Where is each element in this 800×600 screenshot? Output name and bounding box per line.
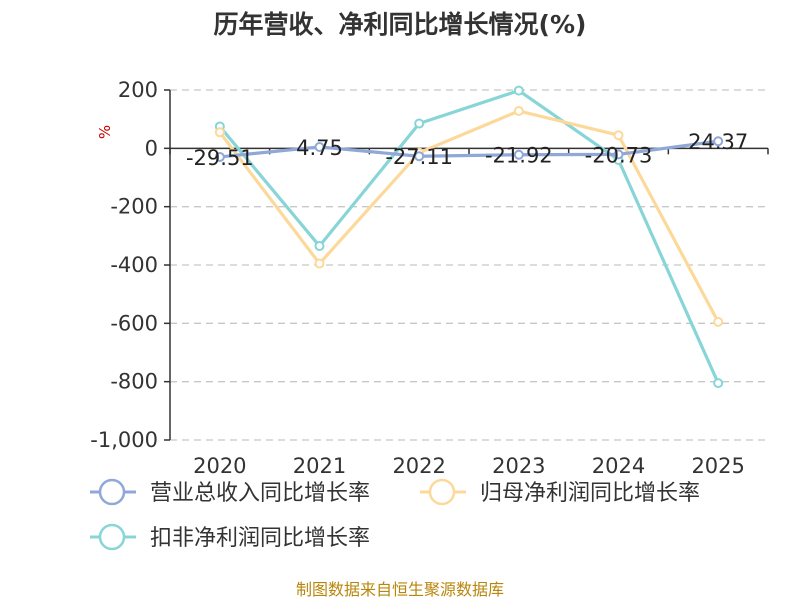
- series-1-point-4: [613, 130, 624, 141]
- series-2-point-2: [414, 118, 425, 129]
- series-0-point-2: [414, 151, 425, 162]
- data-label-1: 4.75: [296, 136, 343, 160]
- series-0-point-0: [214, 151, 225, 162]
- y-unit-label: %: [96, 125, 114, 139]
- x-tick-label-4: 2024: [592, 454, 645, 478]
- series-2-point-3: [513, 85, 524, 96]
- x-tick-label-5: 2025: [691, 454, 744, 478]
- data-label-2: -27.11: [385, 145, 453, 169]
- legend-marker-0: [98, 478, 126, 506]
- legend-label-2: 扣非净利润同比增长率: [150, 526, 370, 551]
- y-tick-label-0: 200: [118, 78, 158, 102]
- x-tick-label-0: 2020: [193, 454, 246, 478]
- legend-marker-1: [428, 478, 456, 506]
- legend-label-0: 营业总收入同比增长率: [150, 481, 370, 506]
- legend-item-2: 扣非净利润同比增长率: [90, 523, 370, 551]
- legend-label-1: 归母净利润同比增长率: [480, 481, 700, 506]
- data-label-4: -20.73: [585, 143, 653, 167]
- y-tick-label-5: -800: [110, 370, 158, 394]
- legend-item-0: 营业总收入同比增长率: [90, 478, 370, 506]
- x-tick-label-2: 2022: [392, 454, 445, 478]
- series-line-0: [219, 139, 719, 159]
- series-line-1: [218, 109, 720, 323]
- data-labels: -29.51 4.75 -27.11 -21.92 -20.73 24.37: [186, 130, 748, 170]
- series-2-point-1: [314, 241, 325, 252]
- axes: 200 0 -200 -400 -600 -800 -1,000 2020 2021 2022 20…: [90, 78, 769, 478]
- y-tick-label-6: -1,000: [90, 428, 158, 452]
- series-1-point-3: [513, 106, 524, 116]
- chart-title: 历年营收、净利同比增长情况(%): [214, 10, 587, 39]
- y-tick-label-1: 0: [145, 136, 158, 160]
- legend-marker-2: [98, 523, 126, 551]
- series-0-point-4: [613, 149, 624, 160]
- data-label-3: -21.92: [485, 144, 553, 168]
- series-1-point-0: [214, 127, 225, 138]
- source-note: 制图数据来自恒生聚源数据库: [296, 580, 504, 599]
- data-label-5: 24.37: [688, 130, 748, 154]
- series-line-2: [218, 88, 720, 384]
- series-1-point-5: [713, 316, 724, 327]
- legend-item-1: 归母净利润同比增长率: [420, 478, 700, 506]
- y-tick-label-2: -200: [110, 195, 158, 219]
- series-2-point-5: [713, 378, 724, 389]
- grid-lines: [170, 89, 768, 441]
- x-tick-label-1: 2021: [293, 454, 346, 478]
- y-tick-label-4: -600: [110, 311, 158, 335]
- x-tick-label-3: 2023: [492, 454, 545, 478]
- series-0-point-3: [513, 149, 524, 160]
- y-tick-label-3: -400: [110, 253, 158, 277]
- series-0-point-1: [314, 141, 325, 152]
- series-1-point-1: [314, 258, 325, 269]
- series-0-point-5: [713, 136, 724, 147]
- data-label-0: -29.51: [186, 146, 254, 170]
- series-lines: [214, 85, 724, 389]
